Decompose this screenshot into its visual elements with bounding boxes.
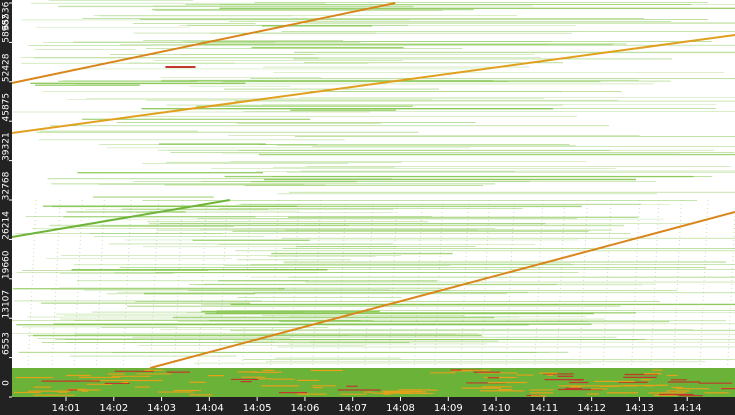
- x-tick-label: 14:11: [529, 403, 558, 414]
- x-axis-strip: [0, 397, 735, 415]
- streak: [11, 199, 231, 238]
- y-tick-label: 65536: [2, 1, 12, 30]
- y-tick-label: 32768: [2, 171, 12, 200]
- y-tick-label: 58982: [2, 14, 12, 43]
- x-tick-label: 14:13: [625, 403, 654, 414]
- x-tick-label: 14:01: [52, 403, 81, 414]
- x-tick-label: 14:10: [482, 403, 511, 414]
- y-tick-label: 39321: [2, 132, 12, 161]
- x-tick-label: 14:08: [386, 403, 415, 414]
- x-tick-label: 14:07: [338, 403, 367, 414]
- x-tick-label: 14:09: [434, 403, 463, 414]
- streak: [11, 34, 735, 134]
- y-tick-label: 19660: [2, 250, 12, 279]
- y-tick-label: 0: [2, 380, 12, 386]
- plot-area: [12, 0, 735, 397]
- y-axis-strip: [0, 0, 12, 415]
- y-tick-label: 52428: [2, 53, 12, 82]
- x-tick-label: 14:12: [577, 403, 606, 414]
- streak: [11, 2, 396, 84]
- x-tick-label: 14:05: [243, 403, 272, 414]
- y-tick-label: 13107: [2, 290, 12, 319]
- x-tick-label: 14:02: [99, 403, 128, 414]
- x-tick-label: 14:03: [147, 403, 176, 414]
- x-tick-label: 14:14: [673, 403, 702, 414]
- streak: [149, 211, 735, 369]
- y-tick-label: 45875: [2, 93, 12, 122]
- y-tick-label: 6553: [2, 332, 12, 355]
- y-tick-label: 26214: [2, 211, 12, 240]
- x-tick-label: 14:04: [195, 403, 224, 414]
- x-tick-label: 14:06: [291, 403, 320, 414]
- background-traffic: [12, 0, 735, 397]
